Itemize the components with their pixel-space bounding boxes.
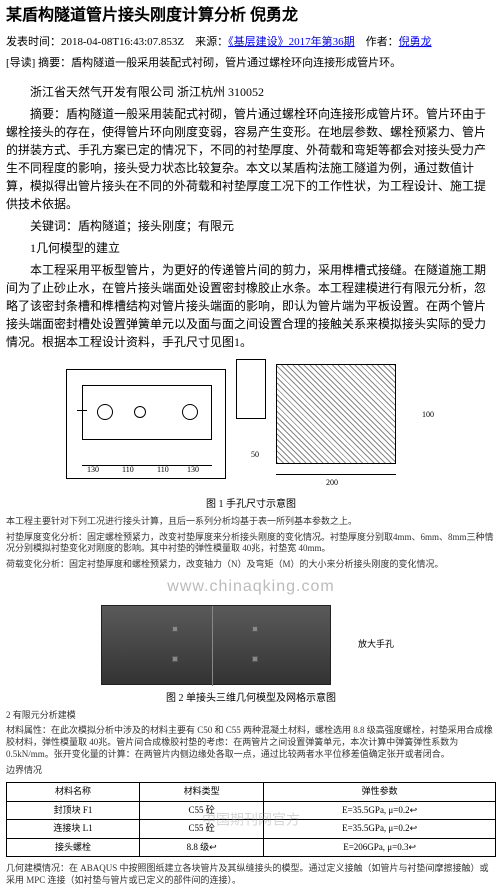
figure-1-left: 130 110 110 130	[66, 369, 226, 479]
bolt-icon	[252, 626, 258, 632]
time-label: 发表时间：	[6, 36, 61, 48]
section-1-title: 1几何模型的建立	[6, 239, 496, 257]
affiliation: 浙江省天然气开发有限公司 浙江杭州 310052	[6, 83, 496, 101]
footer-small: 几何建模情况：在 ABAQUS 中按照图纸建立各块管片及其纵缝接头的模型。通过定…	[6, 863, 496, 886]
th-2: 材料类型	[140, 783, 264, 802]
bolt-icon	[252, 656, 258, 662]
th-3: 弹性参数	[264, 783, 496, 802]
summary-line: [导读] 摘要：盾构隧道一般采用装配式衬砌，管片通过螺栓环向连接形成管片环。	[6, 55, 496, 72]
bolt-icon	[172, 656, 178, 662]
material-table: 材料名称 材料类型 弹性参数 封顶块 F1 C55 砼 E=35.5GPa, μ…	[6, 782, 496, 857]
dim-h: 100	[422, 409, 434, 421]
dim-w-line	[276, 474, 396, 475]
para-1: 本工程采用平板型管片，为更好的传递管片间的剪力，采用榫槽式接缝。在隧道施工期间为…	[6, 261, 496, 351]
th-1: 材料名称	[7, 783, 140, 802]
dim-3: 110	[157, 464, 169, 476]
side-block	[236, 359, 266, 419]
small-para-2: 衬垫厚度变化分析：固定螺栓预紧力，改变衬垫厚度来分析接头刚度的变化情况。衬垫厚度…	[6, 532, 496, 555]
cell: E=206GPa, μ=0.3↩	[264, 838, 496, 857]
keywords: 关键词：盾构隧道；接头刚度；有限元	[6, 217, 496, 235]
dim-4: 130	[187, 464, 199, 476]
bolt-icon	[172, 626, 178, 632]
cell: 接头螺栓	[7, 838, 140, 857]
hatch-block	[276, 364, 396, 464]
cell: E=35.5GPa, μ=0.2↩	[264, 801, 496, 820]
dim-side: 50	[251, 449, 259, 461]
cell: C55 砼	[140, 820, 264, 839]
author-label: 作者：	[366, 36, 399, 48]
dim-1: 130	[87, 464, 99, 476]
section-3-title: 边界情况	[6, 765, 496, 777]
center-hole-icon	[134, 406, 146, 418]
figure-1-right: 200 100 50	[236, 359, 436, 489]
table-row: 接头螺栓 8.8 级↩ E=206GPa, μ=0.3↩	[7, 838, 496, 857]
cell: C55 砼	[140, 801, 264, 820]
cell: E=35.5GPa, μ=0.2↩	[264, 820, 496, 839]
abstract: 摘要：盾构隧道一般采用装配式衬砌，管片通过螺栓环向连接形成管片环。管片环由于螺栓…	[6, 105, 496, 213]
cell: 8.8 级↩	[140, 838, 264, 857]
watermark-text: www.chinaqking.com	[0, 575, 502, 599]
cell: 封顶块 F1	[7, 801, 140, 820]
dim-w: 200	[326, 477, 338, 489]
seam-line	[212, 606, 213, 686]
table-wrap: 材料名称 材料类型 弹性参数 封顶块 F1 C55 砼 E=35.5GPa, μ…	[0, 782, 502, 857]
table-header-row: 材料名称 材料类型 弹性参数	[7, 783, 496, 802]
arm-line	[77, 410, 87, 411]
figure-1-caption: 图 1 手孔尺寸示意图	[0, 497, 502, 512]
figure-1: 130 110 110 130 200 100 50	[0, 359, 502, 489]
table-row: 封顶块 F1 C55 砼 E=35.5GPa, μ=0.2↩	[7, 801, 496, 820]
table-row: 连接块 L1 C55 砼 E=35.5GPa, μ=0.2↩	[7, 820, 496, 839]
meta-line: 发表时间：2018-04-08T16:43:07.853Z 来源：《基层建设》2…	[6, 34, 496, 51]
figure-2-side-label: 放大手孔	[351, 638, 401, 652]
hole-1-icon	[97, 404, 113, 420]
hole-2-icon	[182, 404, 198, 420]
author-link[interactable]: 倪勇龙	[399, 36, 432, 48]
dim-2: 110	[122, 464, 134, 476]
small-para-3: 荷载变化分析：固定衬垫厚度和螺栓预紧力，改变轴力（N）及弯矩（M）的大小来分析接…	[6, 559, 496, 571]
source-label: 来源：	[195, 36, 228, 48]
figure-2-caption: 图 2 单接头三维几何模型及网格示意图	[0, 691, 502, 706]
figure-2-block	[101, 605, 331, 685]
section-2-title: 2 有限元分析建模	[6, 710, 496, 722]
time-value: 2018-04-08T16:43:07.853Z	[61, 36, 184, 48]
para-2-small: 材料属性：在此次模拟分析中涉及的材料主要有 C50 和 C55 两种混凝土材料，…	[6, 725, 496, 760]
figure-2: 放大手孔	[0, 605, 502, 685]
small-para-1: 本工程主要针对下列工况进行接头计算，且后一系列分析均基于表一所列基本参数之上。	[6, 516, 496, 528]
page-title: 某盾构隧道管片接头刚度计算分析 倪勇龙	[6, 4, 496, 28]
cell: 连接块 L1	[7, 820, 140, 839]
source-link[interactable]: 《基层建设》2017年第36期	[228, 36, 355, 48]
